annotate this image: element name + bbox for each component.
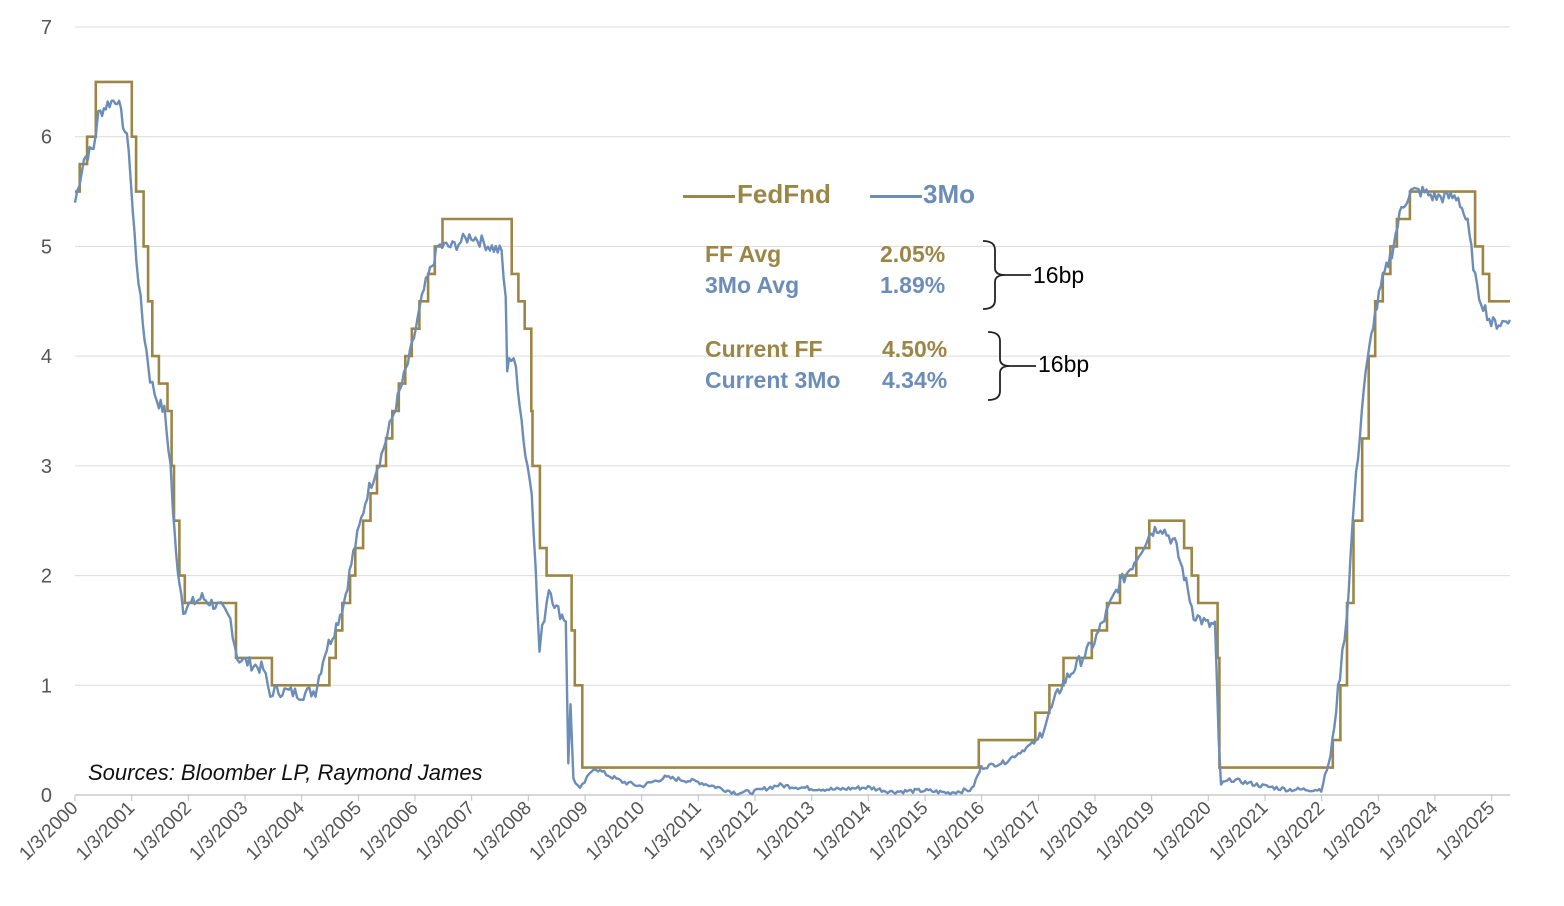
x-tick-label: 1/3/2020 xyxy=(1149,798,1216,865)
y-tick-label: 1 xyxy=(41,675,52,697)
current-mo-value: 4.34% xyxy=(882,367,948,393)
current-ff-label: Current FF xyxy=(705,336,823,362)
x-tick-label: 1/3/2002 xyxy=(129,798,196,865)
y-axis-tick-labels: 0 1 2 3 4 5 6 7 xyxy=(41,17,52,807)
legend-3mo-swatch xyxy=(870,195,922,198)
x-tick-label: 1/3/2014 xyxy=(809,797,876,864)
ff-avg-value: 2.05% xyxy=(880,241,946,267)
avg-diff-label: 16bp xyxy=(1033,262,1085,288)
x-tick-label: 1/3/2016 xyxy=(922,798,989,865)
x-tick-label: 1/3/2005 xyxy=(299,798,366,865)
mo-avg-value: 1.89% xyxy=(880,272,946,298)
x-tick-label: 1/3/2013 xyxy=(752,798,819,865)
current-mo-label: Current 3Mo xyxy=(705,367,841,393)
x-tick-label: 1/3/2015 xyxy=(865,798,932,865)
x-tick-label: 1/3/2008 xyxy=(469,798,536,865)
x-axis: 1/3/20001/3/20011/3/20021/3/20031/3/2004… xyxy=(15,794,1510,865)
y-tick-label: 3 xyxy=(41,456,52,478)
x-tick-label: 1/3/2011 xyxy=(640,798,706,864)
y-tick-label: 2 xyxy=(41,566,52,588)
ff-avg-label: FF Avg xyxy=(705,241,782,267)
brace-current xyxy=(987,331,1036,401)
x-tick-label: 1/3/2022 xyxy=(1262,798,1329,865)
current-ff-value: 4.50% xyxy=(882,336,948,362)
legend-fedfnd-label: FedFnd xyxy=(737,179,831,209)
x-tick-label: 1/3/2023 xyxy=(1319,798,1386,865)
x-tick-label: 1/3/2007 xyxy=(412,798,479,865)
mo-avg-label: 3Mo Avg xyxy=(705,272,800,298)
x-tick-label: 1/3/2003 xyxy=(185,798,252,865)
x-tick-label: 1/3/2021 xyxy=(1205,798,1272,865)
series-lines xyxy=(73,80,1512,796)
legend-3mo-label: 3Mo xyxy=(923,179,975,209)
x-tick-label: 1/3/2010 xyxy=(582,798,649,865)
x-tick-label: 1/3/2001 xyxy=(72,798,139,865)
y-tick-label: 0 xyxy=(41,785,52,807)
x-tick-label: 1/3/2019 xyxy=(1092,798,1159,865)
x-tick-label: 1/3/2004 xyxy=(242,797,309,864)
series-line-3mo xyxy=(73,99,1512,796)
y-tick-label: 7 xyxy=(41,17,52,39)
x-tick-label: 1/3/2012 xyxy=(695,798,762,865)
source-note: Sources: Bloomber LP, Raymond James xyxy=(88,760,483,785)
x-tick-label: 1/3/2025 xyxy=(1432,798,1499,865)
x-tick-label: 1/3/2018 xyxy=(1035,798,1102,865)
y-tick-label: 4 xyxy=(41,346,52,368)
current-diff-label: 16bp xyxy=(1038,351,1090,377)
legend-fedfnd-swatch xyxy=(683,195,735,198)
y-tick-label: 6 xyxy=(41,127,52,149)
y-tick-label: 5 xyxy=(41,236,52,258)
x-tick-label: 1/3/2024 xyxy=(1375,797,1442,864)
x-tick-label: 1/3/2000 xyxy=(15,798,82,865)
grid-lines xyxy=(75,26,1510,686)
brace-avg xyxy=(982,240,1031,310)
x-tick-label: 1/3/2006 xyxy=(355,798,422,865)
x-tick-label: 1/3/2017 xyxy=(979,798,1046,865)
x-tick-label: 1/3/2009 xyxy=(525,798,592,865)
